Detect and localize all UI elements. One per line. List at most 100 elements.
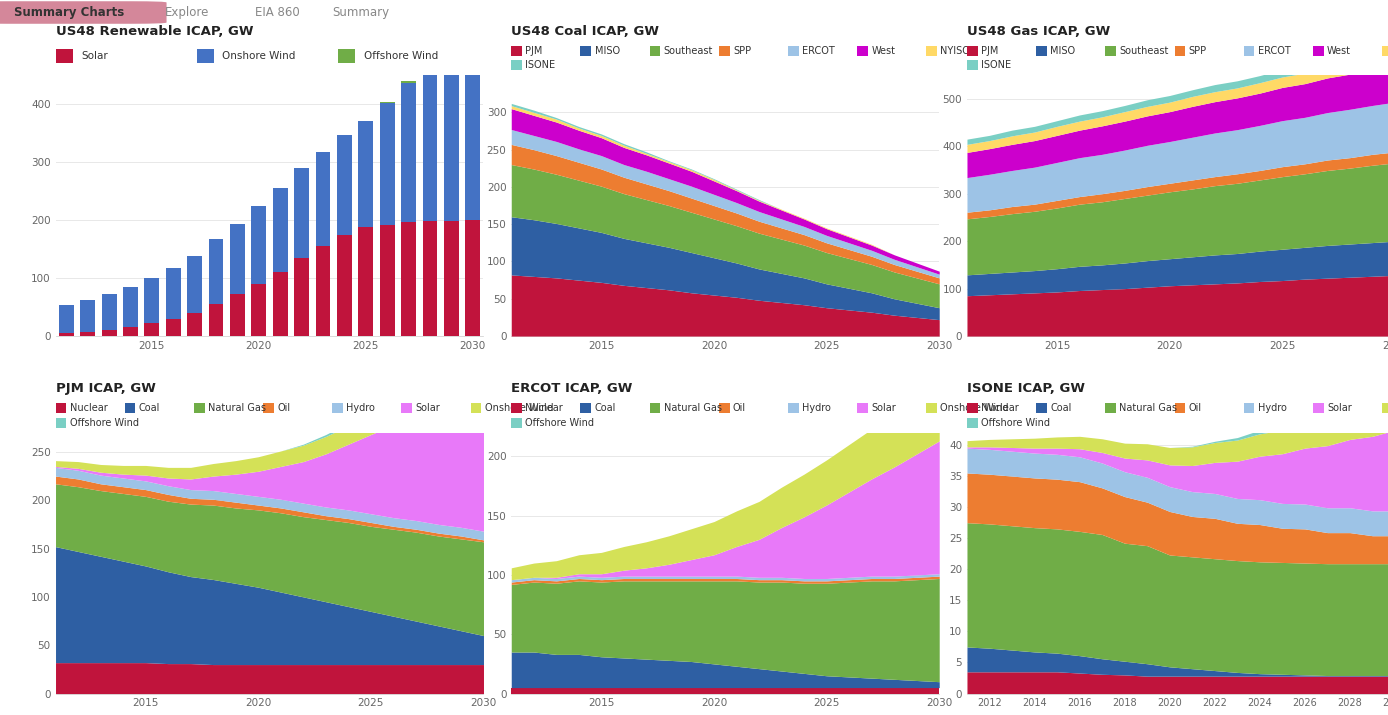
Bar <box>465 6 480 14</box>
FancyBboxPatch shape <box>650 46 661 56</box>
FancyBboxPatch shape <box>1105 46 1116 56</box>
Text: Nuclear: Nuclear <box>981 403 1019 413</box>
Text: SPP: SPP <box>733 46 751 56</box>
Text: US48 Renewable ICAP, GW: US48 Renewable ICAP, GW <box>56 24 253 37</box>
Text: Natural Gas: Natural Gas <box>663 403 722 413</box>
Text: Offshore Wind: Offshore Wind <box>69 418 139 428</box>
Text: Offshore Wind: Offshore Wind <box>981 418 1051 428</box>
FancyBboxPatch shape <box>967 60 977 70</box>
Bar <box>124 287 137 327</box>
Text: EIA 860: EIA 860 <box>255 6 300 19</box>
Bar <box>337 235 353 336</box>
Bar <box>208 240 223 304</box>
Text: SPP: SPP <box>1188 46 1206 56</box>
FancyBboxPatch shape <box>719 403 730 413</box>
FancyBboxPatch shape <box>511 418 522 428</box>
Text: Hydro: Hydro <box>802 403 831 413</box>
Text: Solar: Solar <box>1327 403 1352 413</box>
Bar <box>401 82 416 83</box>
Bar <box>272 272 287 336</box>
FancyBboxPatch shape <box>1244 403 1255 413</box>
FancyBboxPatch shape <box>264 403 273 413</box>
Text: Hydro: Hydro <box>347 403 375 413</box>
FancyBboxPatch shape <box>650 403 661 413</box>
Text: West: West <box>872 46 895 56</box>
FancyBboxPatch shape <box>580 46 591 56</box>
Text: Summary: Summary <box>332 6 390 19</box>
Bar <box>230 224 244 295</box>
Bar <box>101 295 117 330</box>
FancyBboxPatch shape <box>1244 46 1255 56</box>
Text: PJM: PJM <box>981 46 998 56</box>
Text: Southeast: Southeast <box>663 46 713 56</box>
Bar <box>444 36 459 41</box>
Bar <box>401 83 416 222</box>
FancyBboxPatch shape <box>788 46 798 56</box>
Text: ERCOT: ERCOT <box>1258 46 1291 56</box>
Text: Oil: Oil <box>733 403 747 413</box>
Bar <box>144 278 160 323</box>
Bar <box>101 330 117 336</box>
Bar <box>58 305 74 333</box>
FancyBboxPatch shape <box>926 46 937 56</box>
Bar <box>358 227 373 336</box>
Bar <box>165 319 180 336</box>
FancyBboxPatch shape <box>56 418 67 428</box>
Text: ERCOT ICAP, GW: ERCOT ICAP, GW <box>511 382 633 395</box>
FancyBboxPatch shape <box>788 403 798 413</box>
Bar <box>124 327 137 336</box>
Text: ISONE ICAP, GW: ISONE ICAP, GW <box>967 382 1085 395</box>
Bar <box>422 221 437 336</box>
FancyBboxPatch shape <box>1382 46 1388 56</box>
FancyBboxPatch shape <box>719 46 730 56</box>
Text: Natural Gas: Natural Gas <box>1120 403 1177 413</box>
FancyBboxPatch shape <box>580 403 591 413</box>
Bar <box>401 222 416 336</box>
FancyBboxPatch shape <box>1313 46 1324 56</box>
Text: Summary Charts: Summary Charts <box>14 6 125 19</box>
FancyBboxPatch shape <box>967 418 977 428</box>
Bar <box>294 168 310 257</box>
FancyBboxPatch shape <box>197 49 214 63</box>
Bar <box>81 300 96 332</box>
Bar <box>230 295 244 336</box>
Text: West: West <box>1327 46 1351 56</box>
Text: ERCOT: ERCOT <box>802 46 834 56</box>
Text: PJM: PJM <box>526 46 543 56</box>
Bar <box>337 135 353 235</box>
Text: Oil: Oil <box>278 403 290 413</box>
Bar <box>187 256 203 313</box>
Bar <box>422 64 437 221</box>
Text: NYISO: NYISO <box>941 46 970 56</box>
Text: Southeast: Southeast <box>1120 46 1169 56</box>
Bar <box>358 122 373 227</box>
FancyBboxPatch shape <box>511 403 522 413</box>
Bar <box>58 333 74 336</box>
Bar <box>251 205 266 284</box>
FancyBboxPatch shape <box>1105 403 1116 413</box>
Bar <box>380 103 394 225</box>
Bar <box>380 225 394 336</box>
Text: Onshore Wind: Onshore Wind <box>484 403 554 413</box>
Text: Coal: Coal <box>139 403 160 413</box>
FancyBboxPatch shape <box>967 403 977 413</box>
Text: Nuclear: Nuclear <box>526 403 564 413</box>
FancyBboxPatch shape <box>401 403 412 413</box>
Text: Nuclear: Nuclear <box>69 403 107 413</box>
FancyBboxPatch shape <box>471 403 482 413</box>
FancyBboxPatch shape <box>337 49 355 63</box>
FancyBboxPatch shape <box>1037 403 1047 413</box>
Text: Offshore Wind: Offshore Wind <box>364 51 437 61</box>
Text: Onshore Wind: Onshore Wind <box>941 403 1009 413</box>
Text: Onshore Wind: Onshore Wind <box>222 51 296 61</box>
Bar <box>380 102 394 103</box>
FancyBboxPatch shape <box>56 403 67 413</box>
Text: Coal: Coal <box>594 403 616 413</box>
Text: Coal: Coal <box>1051 403 1072 413</box>
FancyBboxPatch shape <box>1174 403 1185 413</box>
FancyBboxPatch shape <box>1174 46 1185 56</box>
FancyBboxPatch shape <box>332 403 343 413</box>
FancyBboxPatch shape <box>194 403 204 413</box>
Bar <box>444 41 459 221</box>
Text: PJM ICAP, GW: PJM ICAP, GW <box>56 382 155 395</box>
